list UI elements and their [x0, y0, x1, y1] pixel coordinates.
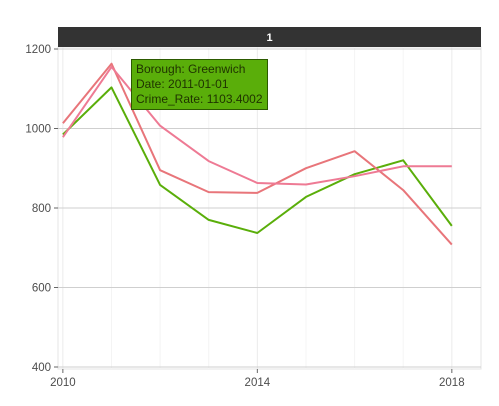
x-tick-label: 2014	[245, 377, 271, 389]
y-axis: 400 600 800 1000 1200	[25, 44, 58, 374]
grid	[58, 47, 481, 369]
series-lines	[62, 62, 453, 246]
y-tick-label: 1000	[25, 123, 51, 135]
facet-strip	[58, 27, 481, 47]
y-tick-label: 600	[32, 283, 51, 295]
tooltip-date: Date: 2011-01-01	[136, 77, 229, 91]
tooltip-crime-rate: Crime_Rate: 1103.4002	[136, 92, 263, 106]
series-line-2[interactable]	[62, 62, 453, 246]
hover-tooltip: Borough: Greenwich Date: 2011-01-01 Crim…	[131, 59, 268, 110]
x-axis: 2010 2014 2018	[50, 369, 465, 389]
x-tick-label: 2018	[439, 377, 465, 389]
tooltip-borough: Borough: Greenwich	[136, 62, 246, 76]
y-tick-label: 800	[32, 203, 51, 215]
y-tick-label: 1200	[25, 44, 51, 56]
x-tick-label: 2010	[50, 377, 76, 389]
series-line-3[interactable]	[62, 65, 452, 186]
series-line-1[interactable]	[62, 86, 453, 234]
y-tick-label: 400	[32, 362, 51, 374]
facet-label: 1	[266, 32, 272, 44]
